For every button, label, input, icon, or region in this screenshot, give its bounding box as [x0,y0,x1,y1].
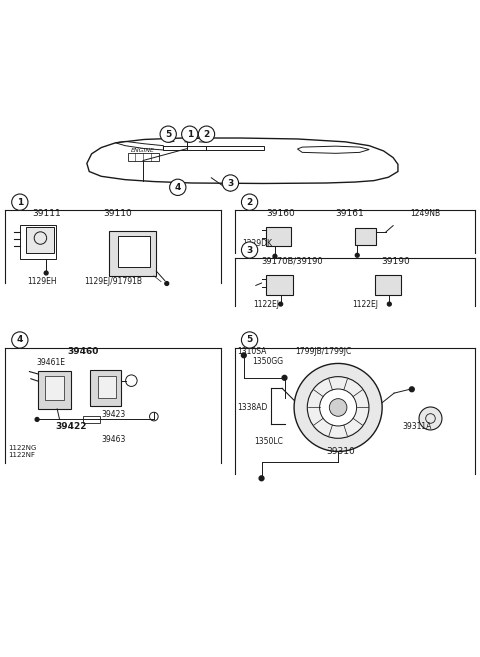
Circle shape [198,126,215,143]
Circle shape [329,399,347,417]
Text: 2: 2 [246,198,252,207]
Text: 1249NB: 1249NB [410,209,440,217]
Text: 1350LC: 1350LC [254,438,283,446]
Circle shape [320,389,357,426]
Text: 5: 5 [165,129,171,139]
Circle shape [279,302,283,306]
Circle shape [12,194,28,210]
Text: 4: 4 [17,336,23,344]
Circle shape [241,194,258,210]
Text: 39423: 39423 [101,410,125,419]
Circle shape [355,254,359,257]
Text: 1129EJ/91791B: 1129EJ/91791B [84,277,143,286]
Text: 39460: 39460 [68,347,99,356]
Text: 39461E: 39461E [36,359,66,367]
Text: 39463: 39463 [101,435,126,444]
Text: 1: 1 [17,198,23,207]
Text: 3: 3 [246,246,252,254]
Circle shape [273,254,277,258]
Text: ENGINE: ENGINE [131,148,155,154]
Bar [26,227,54,254]
Text: 1122EJ: 1122EJ [352,300,378,309]
Circle shape [222,175,239,191]
Text: 39170B/39190: 39170B/39190 [262,256,323,265]
Text: 2: 2 [204,129,210,139]
Circle shape [241,353,246,357]
Circle shape [241,332,258,348]
Circle shape [165,282,168,285]
Text: 5: 5 [246,336,252,344]
Text: 1338AD: 1338AD [238,403,268,412]
Circle shape [169,179,186,195]
Circle shape [259,476,264,481]
Bar [266,227,291,246]
Circle shape [282,375,287,380]
Bar [109,231,156,276]
Bar [118,236,151,267]
Circle shape [419,407,442,430]
Text: 1122EJ: 1122EJ [253,300,279,309]
Bar [98,376,116,398]
Circle shape [181,126,198,143]
Text: 1799JB/1799JC: 1799JB/1799JC [295,347,351,356]
Bar [266,275,293,295]
Bar [355,228,376,245]
Circle shape [44,271,48,275]
Text: 39111: 39111 [32,209,60,217]
Circle shape [35,417,39,421]
Text: 39110: 39110 [104,209,132,217]
Text: 39190: 39190 [381,256,410,265]
Bar [45,376,64,400]
Text: 3: 3 [228,179,234,187]
Bar [83,416,100,423]
Text: 1310SA: 1310SA [238,347,267,356]
Circle shape [12,332,28,348]
Bar [20,225,56,259]
Circle shape [294,363,382,451]
Text: 4: 4 [175,183,181,192]
Text: 39311A: 39311A [403,422,432,431]
Circle shape [409,387,414,392]
Text: 1129EH: 1129EH [27,277,57,286]
Circle shape [387,302,391,306]
Text: 1: 1 [187,129,193,139]
Text: 1229DK: 1229DK [242,239,272,248]
Bar [38,371,71,409]
Bar [128,152,158,160]
Text: 1350GG: 1350GG [252,357,283,365]
Circle shape [241,242,258,258]
Bar [375,275,401,295]
Bar [90,370,121,406]
Text: 39160: 39160 [266,209,295,217]
Text: 1122NG: 1122NG [8,445,36,451]
Text: 1122NF: 1122NF [8,452,35,459]
Text: 39422: 39422 [56,422,87,431]
Circle shape [307,376,369,438]
Text: 39161: 39161 [336,209,364,217]
Circle shape [160,126,176,143]
Text: 39310: 39310 [326,447,355,457]
